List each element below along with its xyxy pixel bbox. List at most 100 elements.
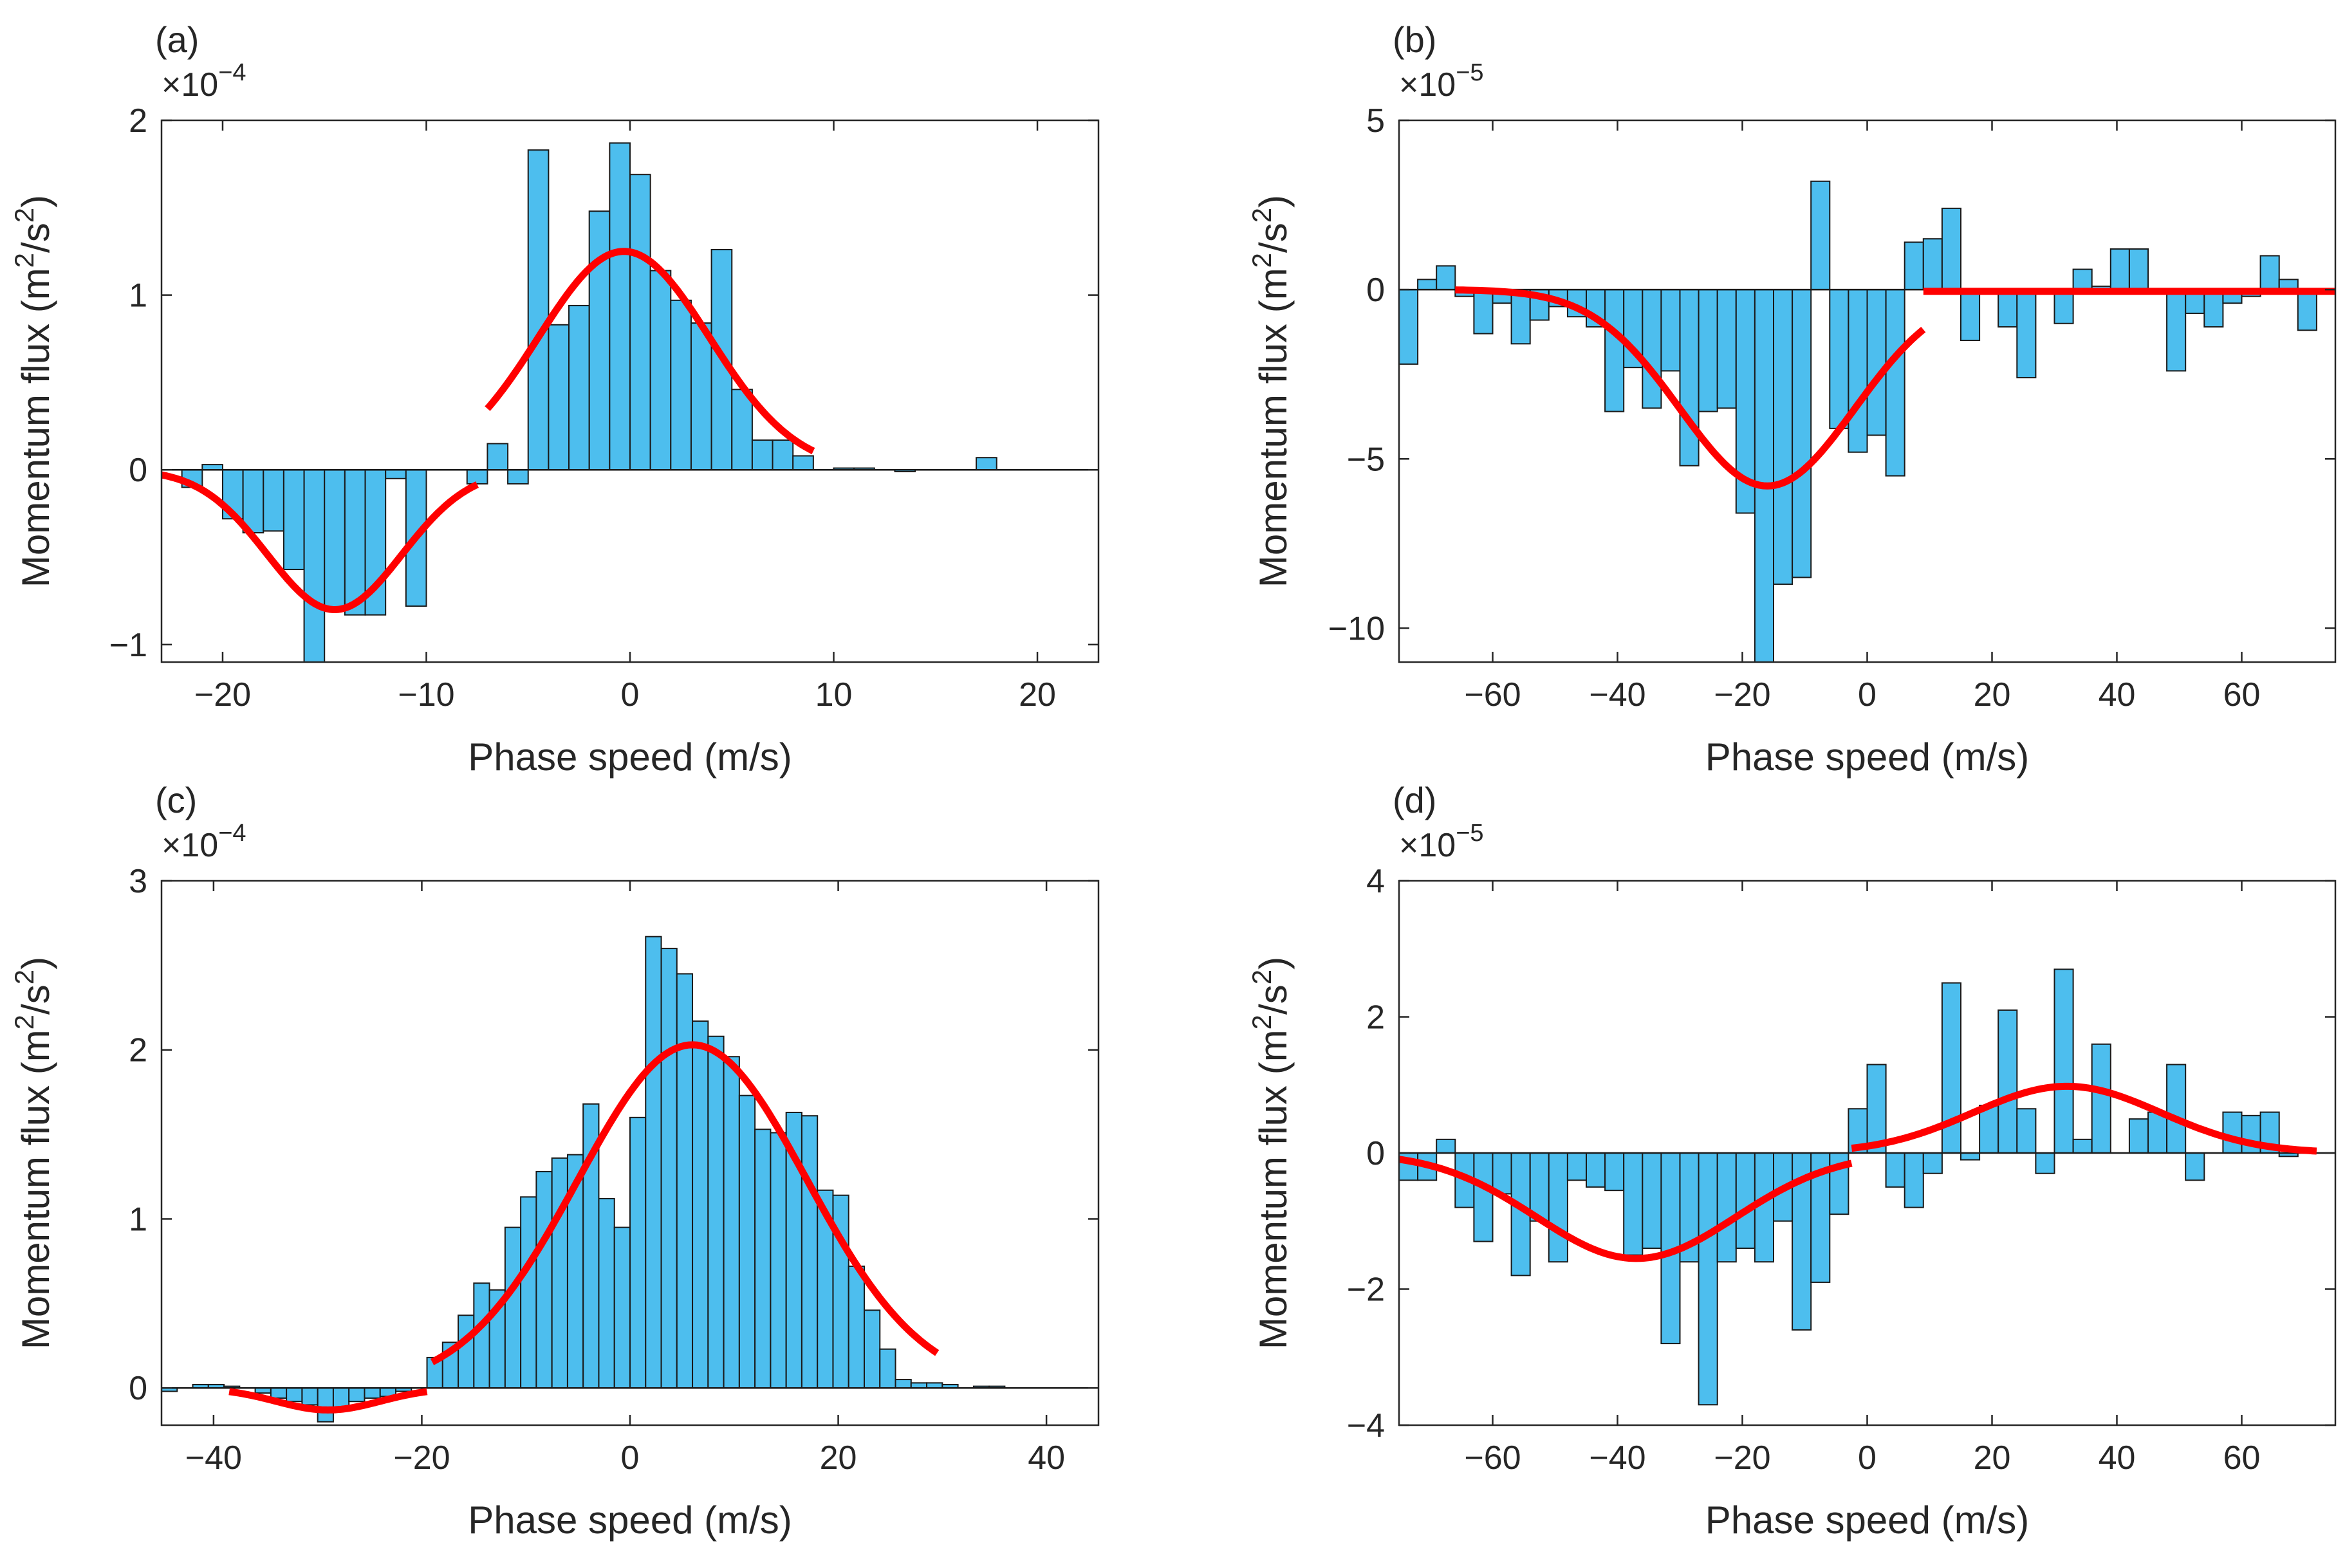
bar	[772, 439, 794, 471]
y-axis-label: Momentum flux (m2/s2)	[9, 195, 57, 587]
y-tick-label: 0	[1366, 272, 1385, 309]
bar	[2109, 248, 2130, 291]
bar	[2166, 289, 2187, 372]
x-tick-label: 40	[2099, 1439, 2136, 1477]
y-tick-label: 4	[1366, 863, 1385, 900]
x-tick-label: −40	[185, 1439, 242, 1477]
x-tick-label: 20	[1019, 676, 1056, 714]
bar	[1510, 289, 1531, 345]
bar	[894, 1379, 912, 1389]
bar	[466, 469, 488, 484]
exponent-label: ×10−4	[162, 59, 246, 104]
y-tick-label: 1	[129, 277, 147, 315]
y-tick-label: −10	[1328, 610, 1385, 647]
y-axis-label-part: Momentum flux (m	[14, 1029, 57, 1349]
bar	[2203, 289, 2224, 328]
y-axis-label: Momentum flux (m2/s2)	[9, 957, 57, 1349]
exponent-power: −4	[218, 820, 246, 847]
bar	[864, 1309, 881, 1389]
fit-curve	[227, 1388, 429, 1414]
bar	[2091, 1043, 2111, 1154]
x-tick-label: −20	[1714, 1439, 1770, 1477]
bar	[1623, 1152, 1644, 1256]
bar	[2072, 1138, 2093, 1154]
x-tick-label: 0	[621, 676, 640, 714]
bar	[2053, 968, 2074, 1154]
bar	[385, 469, 407, 479]
y-axis-label-superscript: 2	[1247, 970, 1277, 984]
bar	[751, 439, 774, 471]
exponent-base: ×10	[162, 827, 218, 864]
bar	[520, 1196, 537, 1389]
bar	[1604, 289, 1625, 412]
exponent-label: ×10−4	[162, 820, 246, 864]
bar	[598, 1197, 615, 1389]
bar	[1885, 289, 1905, 477]
y-axis-label-part: Momentum flux (m	[1252, 268, 1295, 587]
bar	[2222, 1111, 2243, 1154]
x-tick-label: 60	[2223, 1439, 2261, 1477]
x-tick-label: 0	[1858, 1439, 1877, 1477]
bar	[263, 469, 284, 532]
x-tick-label: 20	[1974, 676, 2011, 714]
bar	[507, 469, 529, 484]
bar	[473, 1282, 490, 1389]
bar	[301, 1387, 319, 1406]
bar	[1399, 289, 1419, 365]
bar	[2053, 289, 2074, 324]
bar	[738, 1094, 756, 1389]
bar	[1997, 289, 2018, 328]
bar	[1885, 1152, 1905, 1188]
bar	[723, 1056, 740, 1389]
exponent-base: ×10	[1399, 827, 1456, 864]
x-tick-label: −20	[194, 676, 251, 714]
bar	[645, 936, 662, 1389]
y-axis-label-part: )	[14, 195, 57, 208]
y-axis-label-part: /s	[14, 223, 57, 253]
x-tick-label: −20	[393, 1439, 450, 1477]
fit-curve	[1455, 286, 1926, 490]
bar	[1848, 289, 1868, 453]
bar	[1417, 279, 1438, 291]
bar	[2072, 268, 2093, 291]
y-axis-label-part: /s	[14, 984, 57, 1015]
bar	[1904, 1152, 1924, 1208]
fit-curve	[431, 1041, 940, 1365]
bar	[1866, 1064, 1887, 1154]
fit-curve	[485, 248, 815, 454]
exponent-base: ×10	[1399, 66, 1456, 104]
bar	[707, 1035, 725, 1389]
bar	[754, 1129, 772, 1389]
bar	[649, 270, 672, 471]
y-tick-label: 0	[129, 452, 147, 489]
bar	[1922, 1152, 1943, 1174]
bar	[1754, 1152, 1774, 1263]
bar	[879, 1348, 896, 1389]
y-axis-label-part: Momentum flux (m	[14, 268, 57, 587]
y-tick-label: 2	[1366, 999, 1385, 1037]
y-tick-label: 3	[129, 863, 147, 900]
exponent-power: −4	[218, 59, 246, 86]
bar	[660, 948, 678, 1389]
bar	[1679, 289, 1700, 466]
plot-content	[1399, 180, 2335, 662]
y-axis-label-part: )	[14, 957, 57, 970]
x-tick-label: 60	[2223, 676, 2261, 714]
bar	[487, 443, 509, 471]
y-axis-label-superscript: 2	[1247, 253, 1277, 268]
bar	[548, 324, 570, 471]
bar	[2016, 1108, 2037, 1154]
bar	[2297, 289, 2317, 331]
bar	[317, 1387, 334, 1423]
y-axis-label-superscript: 2	[9, 208, 39, 223]
bar	[364, 1387, 381, 1399]
x-axis-label: Phase speed (m/s)	[468, 1499, 792, 1542]
x-axis-label: Phase speed (m/s)	[1705, 735, 2030, 779]
bar	[2259, 255, 2280, 291]
bar	[344, 469, 366, 616]
y-tick-label: −2	[1347, 1271, 1385, 1309]
bar	[629, 1116, 647, 1389]
fit-curve	[162, 471, 479, 613]
y-axis-label-part: )	[1252, 195, 1295, 208]
